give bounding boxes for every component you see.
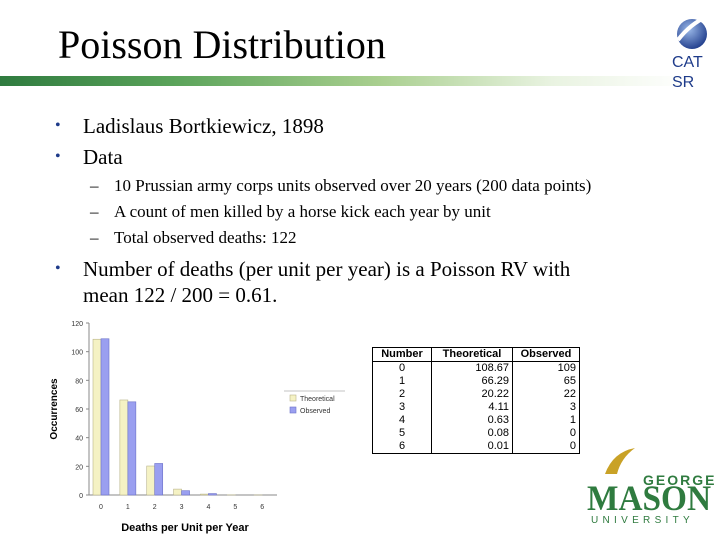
legend-label: Theoretical <box>300 396 335 403</box>
bar-observed <box>181 490 190 496</box>
legend-label: Observed <box>300 408 330 415</box>
x-tick-label: 3 <box>180 504 184 511</box>
bar-observed <box>208 493 217 496</box>
table-cell: 0.01 <box>431 440 513 454</box>
legend-swatch <box>289 394 297 402</box>
y-tick-label: 60 <box>75 407 83 414</box>
table-header: Observed <box>512 347 580 362</box>
sub-bullet-item: – A count of men killed by a horse kick … <box>90 201 491 223</box>
table-cell: 2 <box>372 388 432 401</box>
table-cell: 0.08 <box>431 427 513 440</box>
x-tick-label: 1 <box>126 504 130 511</box>
bar-theoretical <box>92 338 102 496</box>
y-axis-label: Occurrences <box>49 378 60 440</box>
x-tick-label: 2 <box>153 504 157 511</box>
table-cell: 0 <box>569 440 576 452</box>
bar-theoretical <box>146 465 156 496</box>
catsr-logo-line2: SR <box>672 74 695 91</box>
catsr-logo-line1: CAT <box>672 54 703 71</box>
bullet-item: • Number of deaths (per unit per year) i… <box>55 256 571 282</box>
table-row: 5 0.08 0 <box>372 427 580 440</box>
table-cell: 0.63 <box>431 414 513 427</box>
table-cell: 65 <box>563 375 576 387</box>
bar-theoretical <box>173 488 182 496</box>
bar-theoretical <box>200 493 209 496</box>
bullet-dot-icon: • <box>55 260 61 277</box>
y-tick-label: 80 <box>75 378 83 385</box>
bullet-text: Ladislaus Bortkiewicz, 1898 <box>83 114 324 138</box>
x-tick-label: 0 <box>99 504 103 511</box>
george-mason-logo: GEORGE MASON UNIVERSITY <box>587 448 715 526</box>
flame-icon <box>605 448 635 474</box>
bullet-dot-icon: • <box>55 148 61 165</box>
bar-observed <box>127 401 137 496</box>
table-cell: 108.67 <box>431 361 513 375</box>
table-row: 1 66.29 65 <box>372 375 580 388</box>
table-cell: 0 <box>372 361 432 375</box>
gmu-logo-main: MASON <box>587 478 711 518</box>
bar-observed <box>154 463 164 496</box>
sub-bullet-text: 10 Prussian army corps units observed ov… <box>114 176 592 195</box>
gmu-logo-bottom: UNIVERSITY <box>591 515 694 526</box>
sub-bullet-item: – Total observed deaths: 122 <box>90 227 297 249</box>
y-tick-label: 100 <box>71 350 83 357</box>
sub-bullet-text: Total observed deaths: 122 <box>114 228 297 247</box>
table-header-row: Number Theoretical Observed <box>372 347 580 362</box>
table-cell: 22 <box>563 388 576 400</box>
bar-theoretical <box>119 399 129 496</box>
table-cell: 3 <box>569 401 576 413</box>
table-cell: 3 <box>372 401 432 414</box>
bullet-text: Number of deaths (per unit per year) is … <box>83 257 571 281</box>
x-tick-label: 4 <box>206 504 210 511</box>
bullet-text-continued: mean 122 / 200 = 0.61. <box>83 283 278 307</box>
y-tick-label: 0 <box>79 493 83 500</box>
bar-observed <box>100 338 110 496</box>
table-row: 2 20.22 22 <box>372 388 580 401</box>
bullet-item: • Ladislaus Bortkiewicz, 1898 <box>55 113 324 139</box>
table-cell: 1 <box>569 414 576 426</box>
table-header: Number <box>372 347 432 362</box>
dash-icon: – <box>90 202 99 221</box>
table-cell: 109 <box>557 362 576 374</box>
table-row: 3 4.11 3 <box>372 401 580 414</box>
catsr-logo: CAT SR <box>668 10 716 94</box>
legend-swatch <box>289 406 297 414</box>
table-cell: 66.29 <box>431 375 513 388</box>
table-cell: 4.11 <box>431 401 513 414</box>
y-tick-label: 120 <box>71 321 83 328</box>
occurrences-bar-chart: 0 20 40 60 80 100 120 0 1 2 3 4 5 6 Occurrences Deaths … <box>49 321 345 534</box>
x-tick-label: 6 <box>260 504 264 511</box>
bullet-item: • Data <box>55 144 123 170</box>
x-tick-label: 5 <box>233 504 237 511</box>
slide-title: Poisson Distribution <box>58 22 386 67</box>
title-underline <box>0 76 690 86</box>
table-cell: 0 <box>569 427 576 439</box>
sub-bullet-item: – 10 Prussian army corps units observed … <box>90 175 592 197</box>
bullet-dot-icon: • <box>55 117 61 134</box>
globe-arrow-icon <box>676 14 710 49</box>
x-axis-label: Deaths per Unit per Year <box>121 522 249 534</box>
table-cell: 1 <box>372 375 432 388</box>
table-row: 0 108.67 109 <box>372 361 580 375</box>
dash-icon: – <box>90 228 99 247</box>
table-cell: 4 <box>372 414 432 427</box>
table-header: Theoretical <box>431 347 513 362</box>
y-tick-label: 40 <box>75 436 83 443</box>
poisson-table: Number Theoretical Observed 0 108.67 109 1… <box>372 347 580 454</box>
dash-icon: – <box>90 176 99 195</box>
table-row: 4 0.63 1 <box>372 414 580 427</box>
bullet-text: Data <box>83 145 123 169</box>
table-cell: 20.22 <box>431 388 513 401</box>
y-tick-label: 20 <box>75 464 83 471</box>
table-cell: 6 <box>372 440 432 454</box>
table-cell: 5 <box>372 427 432 440</box>
sub-bullet-text: A count of men killed by a horse kick ea… <box>114 202 491 221</box>
table-row: 6 0.01 0 <box>372 440 580 454</box>
gmu-logo-top: GEORGE <box>643 472 715 488</box>
